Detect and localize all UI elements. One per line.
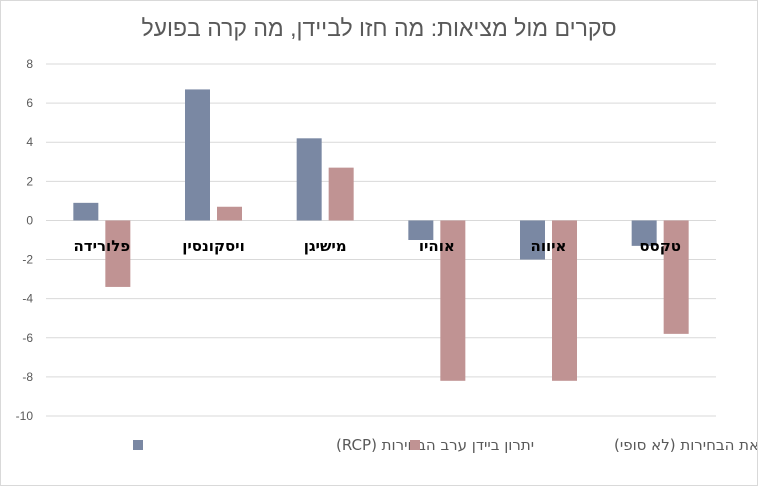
bar-forecast xyxy=(408,220,434,240)
bar-result xyxy=(217,206,242,221)
legend-swatch xyxy=(410,440,420,450)
category-label: ויסקונסין xyxy=(182,237,245,255)
y-tick-label: 0 xyxy=(26,213,33,227)
chart-title: סקרים מול מציאות: מה חזו לביידן, מה קרה … xyxy=(141,15,617,41)
bar-result xyxy=(663,220,689,334)
bar-result xyxy=(105,220,131,287)
category-label: איווה xyxy=(531,237,567,255)
bar-forecast xyxy=(520,220,545,260)
y-tick-label: -10 xyxy=(16,409,34,423)
category-label: טקסס xyxy=(639,237,681,255)
category-label: פלורידה xyxy=(73,237,130,255)
bar-result xyxy=(552,220,577,381)
bar-forecast xyxy=(631,220,657,246)
y-tick-label: 2 xyxy=(26,174,33,188)
bar-forecast xyxy=(185,89,210,221)
y-tick-label: 4 xyxy=(26,135,33,149)
category-label: אוהיו xyxy=(419,237,455,255)
y-tick-label: 6 xyxy=(26,96,33,110)
legend-swatch xyxy=(133,440,143,450)
y-tick-label: -2 xyxy=(22,253,33,267)
y-tick-label: 8 xyxy=(26,57,33,71)
category-label: מישיגן xyxy=(304,237,347,255)
bar-result xyxy=(328,167,354,221)
bar-result xyxy=(440,220,466,381)
bar-forecast xyxy=(296,138,322,221)
bar-forecast xyxy=(73,202,99,221)
y-tick-label: -6 xyxy=(22,331,33,345)
legend-label: יתרון ביידן ערב הבחירות (RCP) xyxy=(336,436,534,454)
y-tick-label: -8 xyxy=(22,370,33,384)
legend-label: תוצאת הבחירות (לא סופי) xyxy=(614,436,757,454)
y-tick-label: -4 xyxy=(22,292,33,306)
